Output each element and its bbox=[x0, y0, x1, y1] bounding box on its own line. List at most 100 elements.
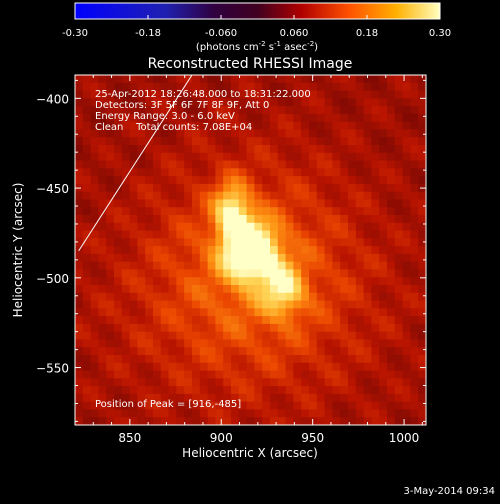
heatmap-pixel bbox=[301, 222, 310, 232]
heatmap-pixel bbox=[207, 152, 216, 162]
heatmap-pixel bbox=[379, 176, 388, 185]
heatmap-pixel bbox=[379, 137, 388, 146]
heatmap-pixel bbox=[215, 152, 224, 162]
heatmap-pixel bbox=[277, 183, 287, 193]
heatmap-pixel bbox=[348, 168, 357, 177]
heatmap-pixel bbox=[114, 106, 123, 115]
heatmap-pixel bbox=[246, 246, 255, 255]
heatmap-pixel bbox=[223, 106, 232, 115]
heatmap-pixel bbox=[410, 90, 419, 99]
heatmap-pixel bbox=[75, 292, 84, 302]
heatmap-pixel bbox=[348, 362, 357, 372]
heatmap-pixel bbox=[90, 191, 99, 201]
heatmap-pixel bbox=[394, 152, 404, 162]
heatmap-pixel bbox=[90, 183, 99, 193]
heatmap-pixel bbox=[309, 215, 318, 224]
heatmap-pixel bbox=[277, 152, 287, 162]
heatmap-pixel bbox=[379, 168, 388, 177]
heatmap-pixel bbox=[316, 308, 326, 317]
heatmap-pixel bbox=[98, 277, 107, 286]
heatmap-pixel bbox=[137, 82, 146, 92]
heatmap-pixel bbox=[394, 82, 404, 92]
heatmap-pixel bbox=[114, 215, 123, 224]
heatmap-pixel bbox=[129, 75, 138, 84]
heatmap-pixel bbox=[293, 98, 302, 107]
heatmap-pixel bbox=[98, 160, 107, 169]
heatmap-pixel bbox=[316, 409, 326, 418]
heatmap-pixel bbox=[168, 331, 177, 341]
heatmap-pixel bbox=[379, 199, 388, 208]
heatmap-pixel bbox=[223, 137, 232, 146]
heatmap-pixel bbox=[153, 160, 162, 169]
heatmap-pixel bbox=[168, 316, 177, 325]
heatmap-pixel bbox=[215, 300, 224, 309]
heatmap-pixel bbox=[340, 207, 349, 216]
heatmap-pixel bbox=[387, 300, 396, 309]
heatmap-pixel bbox=[153, 261, 162, 271]
heatmap-pixel bbox=[246, 370, 255, 379]
heatmap-pixel bbox=[363, 207, 372, 216]
heatmap-pixel bbox=[145, 98, 154, 107]
heatmap-pixel bbox=[246, 409, 255, 418]
heatmap-pixel bbox=[410, 183, 419, 193]
heatmap-pixel bbox=[340, 417, 349, 425]
heatmap-pixel bbox=[82, 82, 92, 92]
heatmap-pixel bbox=[270, 355, 279, 364]
heatmap-pixel bbox=[153, 215, 162, 224]
heatmap-pixel bbox=[238, 386, 248, 395]
heatmap-pixel bbox=[199, 121, 209, 131]
heatmap-pixel bbox=[418, 199, 426, 208]
heatmap-pixel bbox=[301, 176, 310, 185]
heatmap-pixel bbox=[379, 82, 388, 92]
heatmap-pixel bbox=[309, 152, 318, 162]
heatmap-pixel bbox=[137, 199, 146, 208]
heatmap-pixel bbox=[246, 261, 255, 271]
heatmap-pixel bbox=[75, 129, 84, 138]
heatmap-pixel bbox=[410, 316, 419, 325]
heatmap-pixel bbox=[145, 183, 154, 193]
heatmap-pixel bbox=[238, 106, 248, 115]
heatmap-pixel bbox=[199, 222, 209, 232]
heatmap-pixel bbox=[199, 137, 209, 146]
heatmap-pixel bbox=[75, 137, 84, 146]
heatmap-pixel bbox=[145, 222, 154, 232]
heatmap-pixel bbox=[332, 82, 341, 92]
heatmap-pixel bbox=[301, 183, 310, 193]
heatmap-pixel bbox=[348, 246, 357, 255]
heatmap-pixel bbox=[410, 269, 419, 278]
heatmap-pixel bbox=[262, 409, 271, 418]
heatmap-pixel bbox=[223, 362, 232, 372]
heatmap-pixel bbox=[90, 82, 99, 92]
heatmap-pixel bbox=[402, 386, 411, 395]
heatmap-pixel bbox=[371, 339, 380, 348]
heatmap-pixel bbox=[355, 207, 365, 216]
heatmap-pixel bbox=[215, 285, 224, 294]
heatmap-pixel bbox=[285, 160, 294, 169]
heatmap-pixel bbox=[348, 98, 357, 107]
heatmap-pixel bbox=[301, 308, 310, 317]
heatmap-pixel bbox=[192, 316, 201, 325]
heatmap-pixel bbox=[355, 183, 365, 193]
heatmap-pixel bbox=[82, 300, 92, 309]
heatmap-pixel bbox=[114, 168, 123, 177]
heatmap-pixel bbox=[129, 137, 138, 146]
heatmap-pixel bbox=[355, 362, 365, 372]
heatmap-pixel bbox=[371, 409, 380, 418]
heatmap-pixel bbox=[394, 75, 404, 84]
heatmap-pixel bbox=[363, 316, 372, 325]
heatmap-pixel bbox=[207, 137, 216, 146]
heatmap-pixel bbox=[192, 417, 201, 425]
heatmap-pixel bbox=[145, 393, 154, 403]
heatmap-pixel bbox=[340, 316, 349, 325]
heatmap-pixel bbox=[418, 246, 426, 255]
heatmap-pixel bbox=[75, 75, 84, 84]
heatmap-pixel bbox=[192, 90, 201, 99]
heatmap-pixel bbox=[371, 292, 380, 302]
heatmap-pixel bbox=[192, 168, 201, 177]
heatmap-pixel bbox=[418, 347, 426, 356]
heatmap-pixel bbox=[223, 113, 232, 123]
heatmap-pixel bbox=[348, 261, 357, 271]
heatmap-pixel bbox=[238, 277, 248, 286]
heatmap-pixel bbox=[270, 98, 279, 107]
heatmap-pixel bbox=[207, 191, 216, 201]
